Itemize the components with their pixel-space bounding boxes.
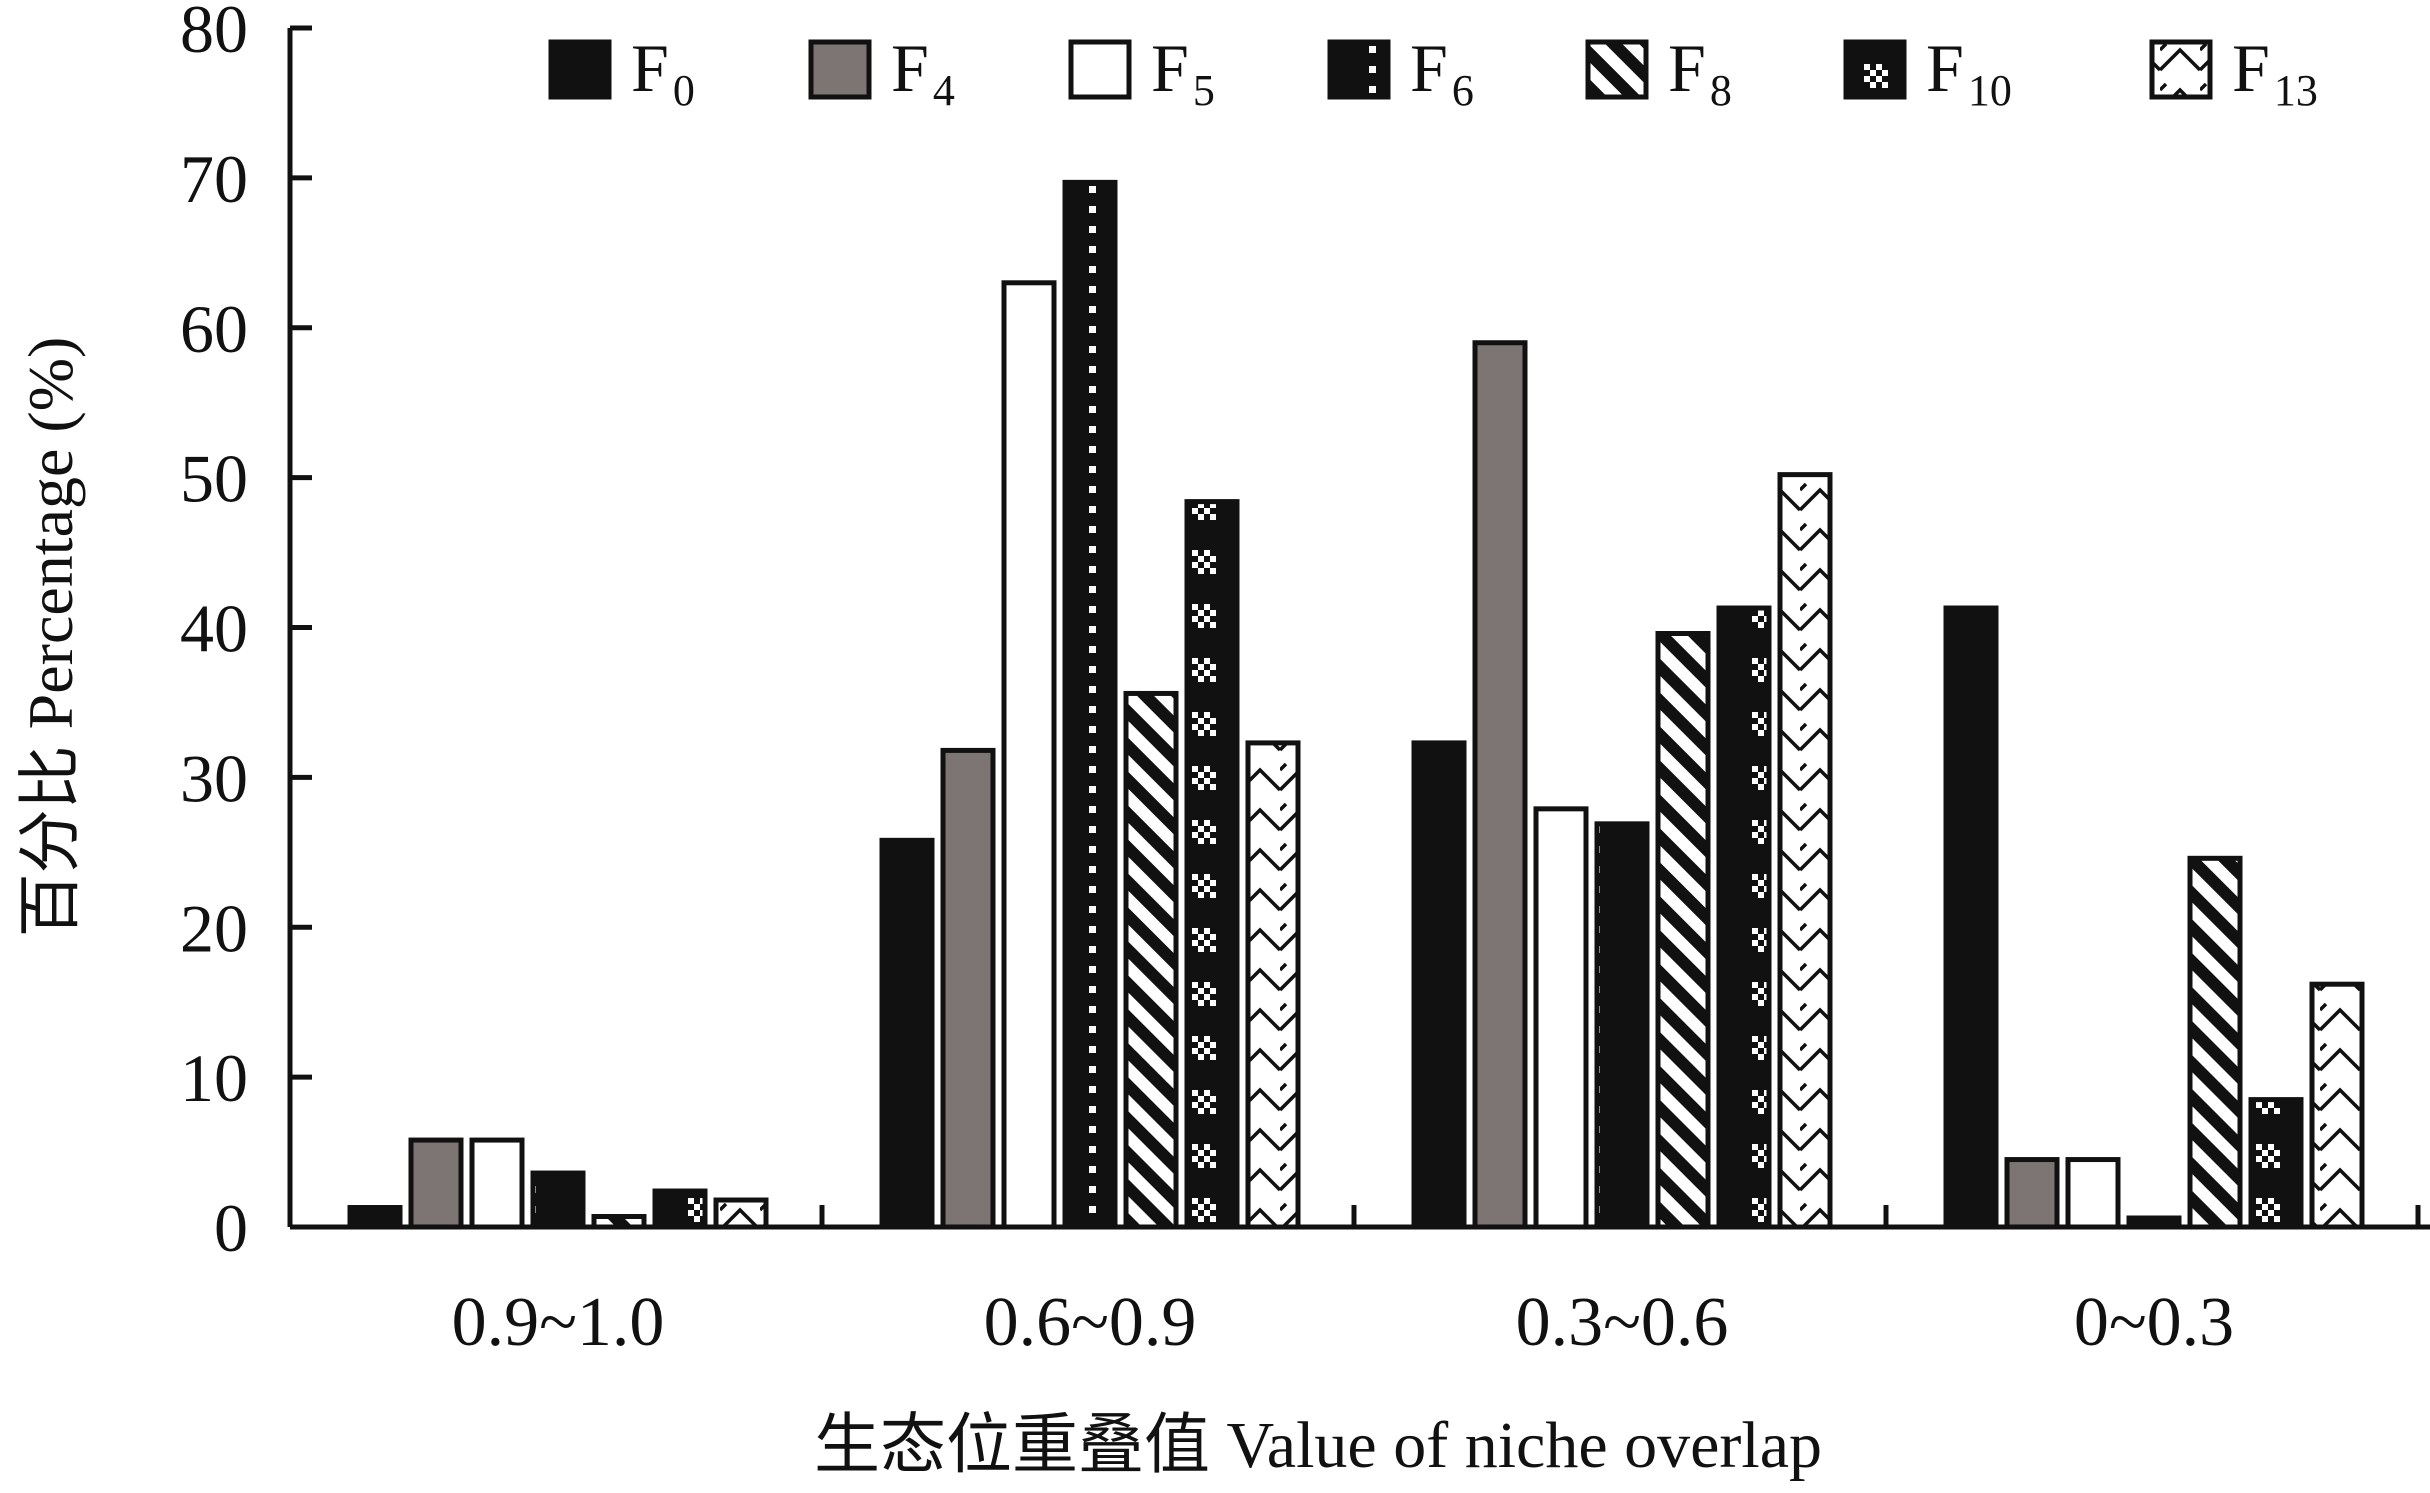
legend: F0 F4 F5 F6 F8 F10 F13 — [548, 30, 2318, 115]
legend-label-f4: F4 — [891, 30, 955, 115]
y-tick-label: 60 — [180, 291, 248, 367]
bar-f8-1 — [1123, 690, 1179, 1230]
bar-f0-3 — [1943, 605, 1999, 1230]
bars — [347, 179, 2365, 1230]
bar-f4-3 — [2004, 1157, 2060, 1230]
y-axis-ticks: 0 10 20 30 40 50 60 70 80 — [180, 0, 312, 1266]
bar-f4-2 — [1472, 340, 1528, 1230]
legend-swatch-f13 — [2149, 39, 2213, 100]
legend-swatch-f4 — [808, 39, 872, 100]
bar-f6-1 — [1062, 179, 1118, 1230]
bar-f8-3 — [2187, 855, 2243, 1230]
bar-f0-1 — [879, 837, 935, 1230]
bar-f6-3 — [2126, 1215, 2182, 1230]
legend-swatch-f0 — [548, 39, 612, 100]
x-category-label: 0.3~0.6 — [1516, 1284, 1729, 1361]
legend-label-f5: F5 — [1151, 30, 1215, 115]
bar-f5-1 — [1001, 280, 1057, 1230]
x-category-label: 0.9~1.0 — [452, 1284, 665, 1361]
y-axis-title: 百分比 Percentage (%) — [15, 337, 86, 938]
legend-swatch-f10 — [1843, 39, 1907, 100]
bar-f13-2 — [1777, 472, 1833, 1230]
x-category-label: 0.6~0.9 — [984, 1284, 1197, 1361]
bar-f13-0 — [713, 1197, 769, 1230]
bar-f6-2 — [1594, 821, 1650, 1230]
x-axis-title: 生态位重叠值 Value of niche overlap — [814, 1409, 1822, 1482]
bar-f6-0 — [530, 1170, 586, 1230]
bar-f5-2 — [1533, 806, 1589, 1230]
legend-swatch-f5 — [1068, 39, 1132, 100]
y-tick-label: 50 — [180, 441, 248, 517]
bar-f10-0 — [652, 1188, 708, 1230]
bar-f10-3 — [2248, 1097, 2304, 1230]
x-axis-ticks: 0.9~1.0 0.6~0.9 0.3~0.6 0~0.3 — [452, 1205, 2421, 1361]
legend-swatch-f8 — [1585, 39, 1649, 100]
bar-f0-2 — [1411, 740, 1467, 1230]
y-tick-label: 10 — [180, 1040, 248, 1116]
legend-label-f13: F13 — [2232, 30, 2318, 115]
legend-swatch-f6 — [1327, 39, 1391, 100]
y-tick-label: 0 — [214, 1190, 248, 1266]
y-tick-label: 30 — [180, 740, 248, 816]
y-tick-label: 70 — [180, 141, 248, 217]
bar-f10-1 — [1184, 499, 1240, 1230]
bar-f10-2 — [1716, 605, 1772, 1230]
bar-f13-1 — [1245, 740, 1301, 1230]
bar-f13-3 — [2309, 981, 2365, 1230]
bar-f4-0 — [408, 1137, 464, 1230]
bar-f8-2 — [1655, 630, 1711, 1230]
bar-f8-0 — [591, 1214, 647, 1230]
y-tick-label: 20 — [180, 890, 248, 966]
bar-f5-3 — [2065, 1157, 2121, 1230]
bar-f4-1 — [940, 747, 996, 1230]
bar-f0-0 — [347, 1205, 403, 1230]
legend-label-f6: F6 — [1410, 30, 1474, 115]
y-tick-label: 40 — [180, 591, 248, 667]
bar-f5-0 — [469, 1137, 525, 1230]
legend-label-f8: F8 — [1668, 30, 1732, 115]
legend-label-f10: F10 — [1926, 30, 2012, 115]
x-category-label: 0~0.3 — [2074, 1284, 2234, 1361]
y-tick-label: 80 — [180, 0, 248, 67]
legend-label-f0: F0 — [631, 30, 695, 115]
